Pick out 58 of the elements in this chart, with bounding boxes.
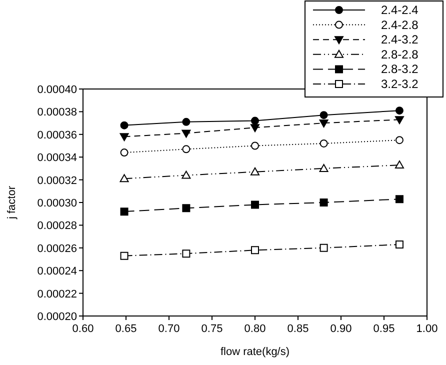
point xyxy=(320,244,328,252)
y-tick-label: 0.00020 xyxy=(37,311,77,323)
x-tick-label: 0.65 xyxy=(115,323,137,335)
x-tick-label: 0.95 xyxy=(373,323,395,335)
y-tick-label: 0.00024 xyxy=(37,266,77,278)
point xyxy=(182,130,191,138)
legend-label: 2.4-2.8 xyxy=(381,18,419,32)
x-tick-label: 1.00 xyxy=(416,323,438,335)
point xyxy=(319,164,328,172)
point xyxy=(120,252,128,260)
y-tick-label: 0.00038 xyxy=(37,106,77,119)
point xyxy=(319,120,328,128)
x-tick-label: 0.90 xyxy=(330,323,352,335)
point xyxy=(320,139,328,148)
point xyxy=(394,160,404,169)
point xyxy=(120,208,128,216)
y-tick-label: 0.00036 xyxy=(37,129,77,142)
point xyxy=(395,240,404,248)
point xyxy=(251,200,259,209)
point xyxy=(120,121,128,130)
y-tick-label: 0.00026 xyxy=(37,242,77,255)
legend-label: 2.4-2.4 xyxy=(381,3,419,17)
y-tick-label: 0.00022 xyxy=(37,288,77,300)
point xyxy=(120,174,129,182)
point xyxy=(182,145,190,154)
point xyxy=(395,136,404,144)
x-axis-title: flow rate(kg/s) xyxy=(220,346,290,358)
y-tick-label: 0.00032 xyxy=(37,174,77,187)
x-tick-label: 0.85 xyxy=(287,323,309,335)
point xyxy=(251,116,259,125)
x-tick-label: 0.80 xyxy=(244,323,266,335)
y-tick-label: 0.00030 xyxy=(37,198,77,210)
point xyxy=(250,167,260,176)
point xyxy=(395,195,404,204)
point xyxy=(320,111,328,120)
point xyxy=(120,148,128,157)
point xyxy=(250,124,260,132)
y-tick-label: 0.00028 xyxy=(37,220,77,232)
point xyxy=(120,133,129,142)
y-tick-label: 0.00040 xyxy=(37,84,77,96)
y-axis-title: j factor xyxy=(6,186,18,220)
x-tick-label: 0.70 xyxy=(158,323,180,335)
y-tick-label: 0.00034 xyxy=(37,152,77,164)
legend-label: 2.8-2.8 xyxy=(381,47,419,62)
point xyxy=(395,106,404,115)
point xyxy=(182,170,191,179)
point xyxy=(182,204,190,212)
point xyxy=(320,198,328,206)
x-tick-label: 0.75 xyxy=(201,323,223,335)
x-tick-label: 0.60 xyxy=(72,323,94,335)
legend-label: 2.8-3.2 xyxy=(381,62,419,76)
point xyxy=(251,142,259,150)
point xyxy=(182,118,190,126)
legend-label: 3.2-3.2 xyxy=(381,77,419,91)
point xyxy=(182,250,190,258)
legend-label: 2.4-3.2 xyxy=(381,32,419,47)
point xyxy=(394,116,404,124)
point xyxy=(251,246,259,254)
